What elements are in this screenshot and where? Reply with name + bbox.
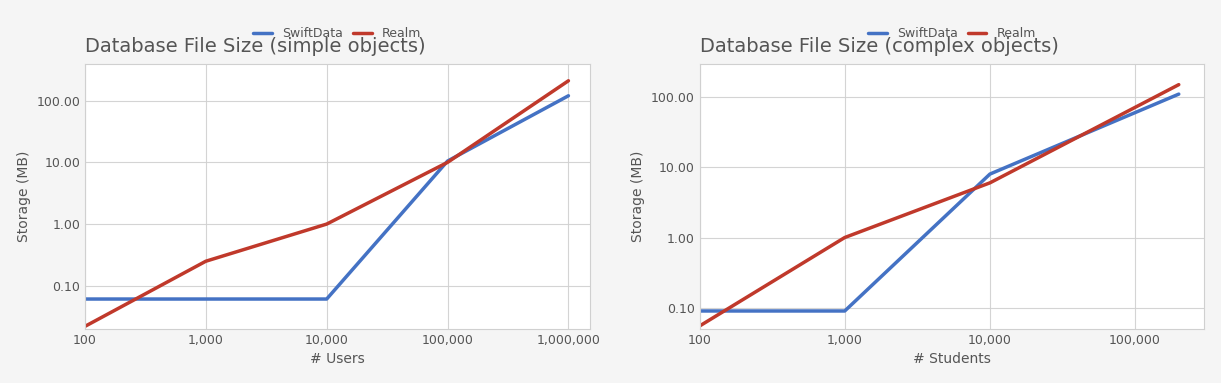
Y-axis label: Storage (MB): Storage (MB) <box>17 151 31 242</box>
Text: Database File Size (simple objects): Database File Size (simple objects) <box>85 38 426 56</box>
SwiftData <box>838 309 852 313</box>
Realm <box>320 222 335 226</box>
Text: Database File Size (complex objects): Database File Size (complex objects) <box>700 38 1059 56</box>
SwiftData <box>199 297 214 301</box>
SwiftData <box>320 297 335 301</box>
Line: Realm: Realm <box>85 81 569 326</box>
Legend: SwiftData, Realm: SwiftData, Realm <box>863 22 1040 45</box>
Line: SwiftData: SwiftData <box>700 94 1178 311</box>
Realm <box>692 324 707 328</box>
SwiftData <box>692 309 707 313</box>
SwiftData <box>1171 92 1186 97</box>
X-axis label: # Students: # Students <box>913 352 991 366</box>
Line: SwiftData: SwiftData <box>85 96 569 299</box>
SwiftData <box>441 159 455 164</box>
X-axis label: # Users: # Users <box>310 352 365 366</box>
SwiftData <box>78 297 93 301</box>
Realm <box>1171 82 1186 87</box>
Realm <box>441 160 455 165</box>
Realm <box>983 180 998 185</box>
SwiftData <box>983 172 998 177</box>
Realm <box>199 259 214 264</box>
SwiftData <box>562 93 576 98</box>
Y-axis label: Storage (MB): Storage (MB) <box>631 151 645 242</box>
Legend: SwiftData, Realm: SwiftData, Realm <box>248 22 426 45</box>
Realm <box>838 235 852 240</box>
Realm <box>562 79 576 83</box>
Realm <box>78 324 93 329</box>
Line: Realm: Realm <box>700 85 1178 326</box>
